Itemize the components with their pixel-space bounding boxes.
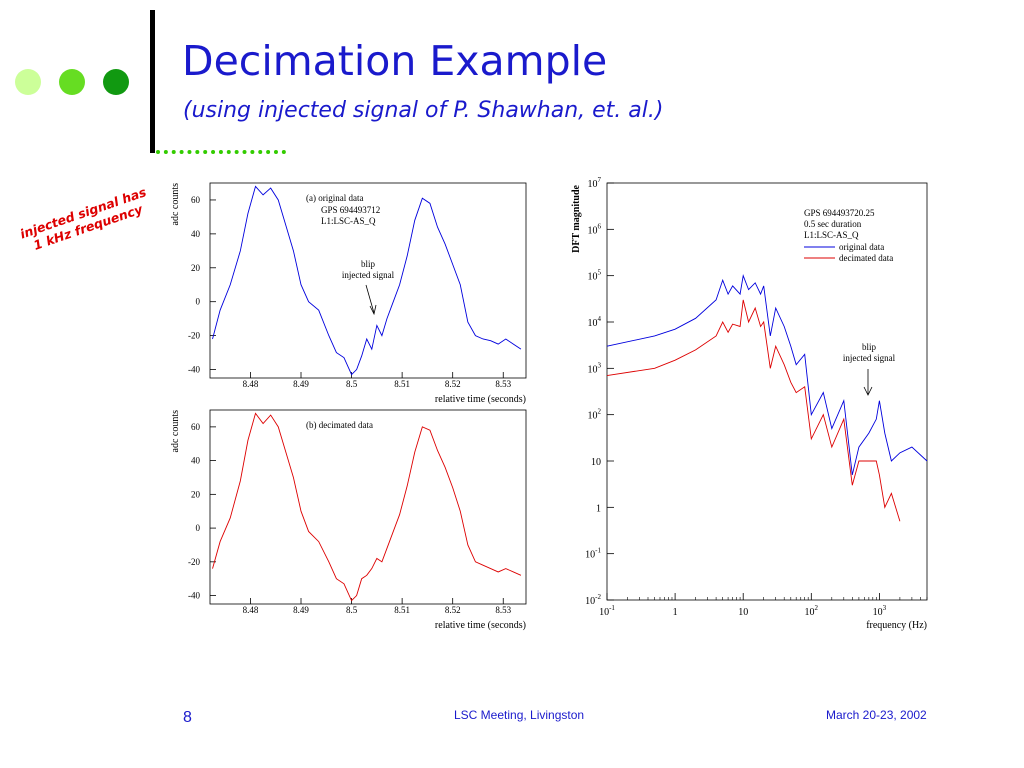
y-tick-label: 0 bbox=[196, 523, 201, 533]
spectrum-blip-annotation: injected signal bbox=[843, 353, 896, 363]
x-tick-label: 8.49 bbox=[293, 379, 309, 389]
spectrum-series-line bbox=[606, 273, 928, 476]
info-line: GPS 694493712 bbox=[321, 205, 380, 215]
spectrum-x-tick-label: 103 bbox=[873, 604, 887, 618]
legend-label: decimated data bbox=[839, 253, 893, 263]
spectrum-x-tick-label: 1 bbox=[673, 607, 678, 618]
x-tick-label: 8.48 bbox=[243, 379, 259, 389]
bullet-dot-light bbox=[15, 69, 41, 95]
spectrum-y-tick-label: 103 bbox=[588, 361, 602, 375]
legend-label: original data bbox=[839, 242, 884, 252]
x-tick-label: 8.5 bbox=[346, 379, 358, 389]
spectrum-x-tick-label: 102 bbox=[805, 604, 819, 618]
y-tick-label: 60 bbox=[191, 422, 201, 432]
panel-label: (a) original data bbox=[306, 193, 363, 203]
y-tick-label: 40 bbox=[191, 229, 201, 239]
x-tick-label: 8.52 bbox=[445, 379, 461, 389]
x-tick-label: 8.49 bbox=[293, 605, 309, 615]
x-tick-label: 8.53 bbox=[495, 379, 511, 389]
y-tick-label: 40 bbox=[191, 456, 201, 466]
bullet-dot-dark bbox=[103, 69, 129, 95]
y-tick-label: -20 bbox=[188, 331, 200, 341]
slide-subtitle: (using injected signal of P. Shawhan, et… bbox=[183, 98, 664, 123]
plot-frame bbox=[209, 182, 527, 379]
spectrum-y-tick-label: 102 bbox=[588, 408, 602, 422]
spectrum-info-line: GPS 694493720.25 bbox=[804, 208, 875, 218]
spectrum-info-line: 0.5 sec duration bbox=[804, 219, 862, 229]
blip-annotation: injected signal bbox=[342, 270, 395, 280]
spectrum-y-tick-label: 104 bbox=[588, 315, 602, 329]
spectrum-x-tick-label: 10 bbox=[738, 607, 748, 618]
y-tick-label: 60 bbox=[191, 195, 201, 205]
y-tick-label: 20 bbox=[191, 489, 201, 499]
x-tick-label: 8.5 bbox=[346, 605, 358, 615]
title-divider bbox=[150, 10, 155, 153]
spectrum-y-tick-label: 10 bbox=[591, 457, 601, 468]
x-tick-label: 8.53 bbox=[495, 605, 511, 615]
spectrum-blip-annotation: blip bbox=[862, 342, 877, 352]
spectrum-y-tick-label: 105 bbox=[588, 269, 602, 283]
blip-arrowhead bbox=[369, 304, 377, 316]
spectrum-blip-arrowhead bbox=[863, 386, 873, 396]
spectrum-series-line bbox=[606, 299, 901, 522]
series-line bbox=[212, 185, 522, 376]
spectrum-frame bbox=[606, 182, 928, 601]
y-tick-label: -40 bbox=[188, 591, 200, 601]
spectrum-y-tick-label: 107 bbox=[588, 176, 602, 190]
spectrum-y-axis-label: DFT magnitude bbox=[571, 184, 582, 252]
x-tick-label: 8.48 bbox=[243, 605, 259, 615]
spectrum-y-tick-label: 10-2 bbox=[585, 593, 601, 607]
y-axis-label: adc counts bbox=[170, 183, 181, 226]
x-axis-label: relative time (seconds) bbox=[435, 394, 526, 405]
spectrum-x-axis-label: frequency (Hz) bbox=[866, 620, 927, 631]
blip-annotation: blip bbox=[361, 259, 376, 269]
x-tick-label: 8.52 bbox=[445, 605, 461, 615]
x-axis-label: relative time (seconds) bbox=[435, 620, 526, 631]
spectrum-y-tick-label: 1 bbox=[596, 503, 601, 514]
y-tick-label: -20 bbox=[188, 557, 200, 567]
spectrum-y-tick-label: 106 bbox=[588, 222, 602, 236]
x-tick-label: 8.51 bbox=[394, 379, 410, 389]
panel-label: (b) decimated data bbox=[306, 420, 373, 430]
x-tick-label: 8.51 bbox=[394, 605, 410, 615]
bullet-dot-medium bbox=[59, 69, 85, 95]
spectrum-x-tick-label: 10-1 bbox=[599, 604, 615, 618]
y-tick-label: 0 bbox=[196, 297, 201, 307]
title-dotted-underline bbox=[156, 150, 286, 154]
spectrum-info-line: L1:LSC-AS_Q bbox=[804, 230, 859, 240]
series-line bbox=[212, 412, 522, 602]
y-axis-label: adc counts bbox=[170, 410, 181, 453]
blip-arrow bbox=[365, 284, 375, 314]
spectrum-y-tick-label: 10-1 bbox=[585, 547, 601, 561]
footer-date: March 20-23, 2002 bbox=[826, 708, 927, 722]
footer-event: LSC Meeting, Livingston bbox=[454, 708, 585, 722]
info-line: L1:LSC-AS_Q bbox=[321, 216, 376, 226]
plot-frame bbox=[209, 409, 527, 605]
y-tick-label: 20 bbox=[191, 263, 201, 273]
slide-title: Decimation Example bbox=[182, 37, 608, 85]
page-number: 8 bbox=[183, 709, 192, 726]
y-tick-label: -40 bbox=[188, 365, 200, 375]
